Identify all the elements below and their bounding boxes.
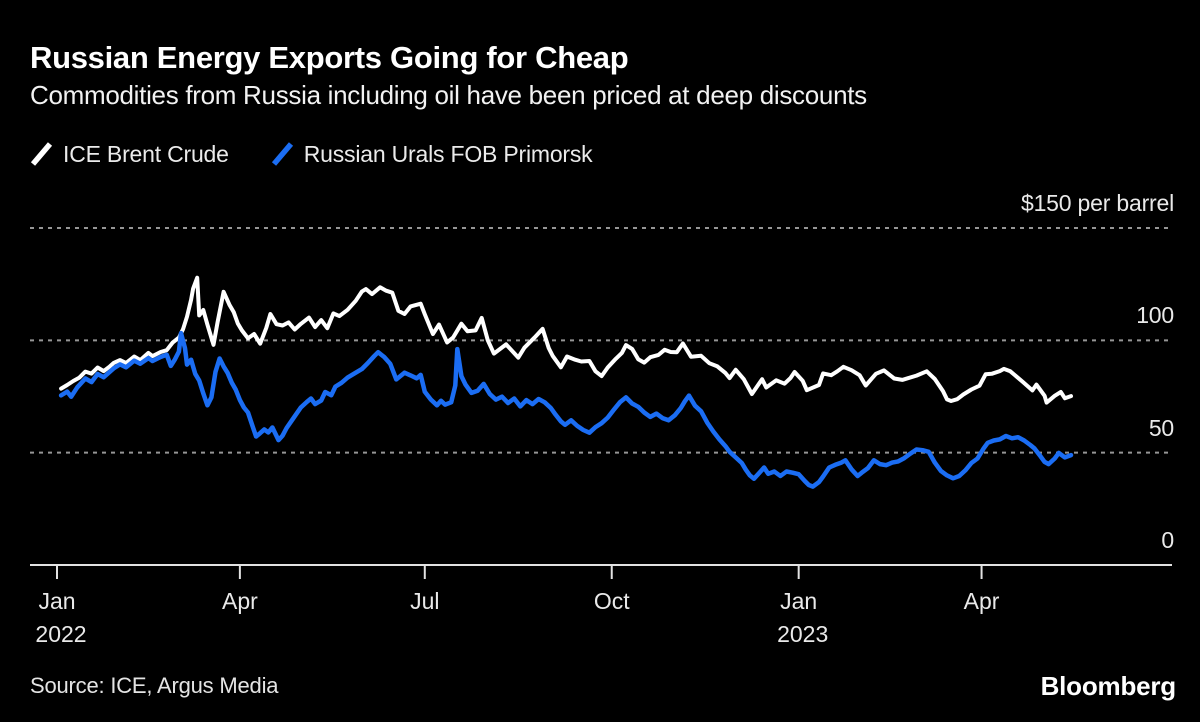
x-axis-label-year: 2023 bbox=[777, 621, 829, 647]
x-axis-label-year: 2022 bbox=[35, 621, 87, 647]
x-axis-label-month: Jan bbox=[38, 588, 76, 614]
x-axis-label-month: Oct bbox=[593, 588, 630, 614]
x-axis-label-month: Jan bbox=[780, 588, 818, 614]
urals-line-swatch-icon bbox=[271, 142, 293, 166]
x-axis-label-month: Jul bbox=[410, 588, 440, 614]
legend-item-urals: Russian Urals FOB Primorsk bbox=[271, 140, 593, 168]
x-axis-label-month: Apr bbox=[963, 588, 1000, 614]
legend-label-urals: Russian Urals FOB Primorsk bbox=[303, 140, 593, 167]
x-axis-label-month: Apr bbox=[221, 588, 258, 614]
y-axis-label-0: 0 bbox=[1161, 527, 1174, 553]
y-axis-label-50: 50 bbox=[1148, 414, 1174, 441]
legend-item-brent: ICE Brent Crude bbox=[30, 140, 229, 168]
legend-label-brent: ICE Brent Crude bbox=[63, 140, 229, 167]
chart-subtitle: Commodities from Russia including oil ha… bbox=[30, 80, 867, 110]
y-axis-label-100: 100 bbox=[1136, 302, 1174, 329]
y-axis-label-150: $150 per barrel bbox=[1021, 190, 1174, 216]
series-line-urals bbox=[58, 330, 1074, 489]
series-line-brent bbox=[59, 275, 1073, 405]
chart-legend: ICE Brent Crude Russian Urals FOB Primor… bbox=[30, 140, 593, 168]
source-note: Source: ICE, Argus Media bbox=[30, 673, 279, 698]
page-title: Russian Energy Exports Going for Cheap bbox=[30, 40, 629, 75]
brent-line-swatch-icon bbox=[30, 142, 53, 166]
bloomberg-logo: Bloomberg bbox=[1040, 671, 1177, 701]
